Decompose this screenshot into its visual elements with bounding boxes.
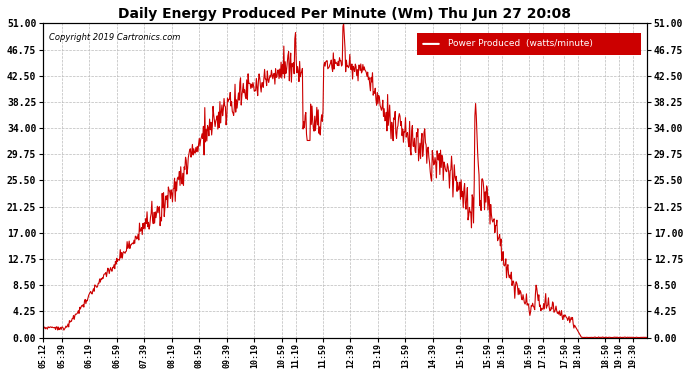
Text: Power Produced  (watts/minute): Power Produced (watts/minute): [448, 39, 593, 48]
FancyBboxPatch shape: [417, 33, 641, 55]
Text: Copyright 2019 Cartronics.com: Copyright 2019 Cartronics.com: [49, 33, 181, 42]
Title: Daily Energy Produced Per Minute (Wm) Thu Jun 27 20:08: Daily Energy Produced Per Minute (Wm) Th…: [119, 7, 571, 21]
